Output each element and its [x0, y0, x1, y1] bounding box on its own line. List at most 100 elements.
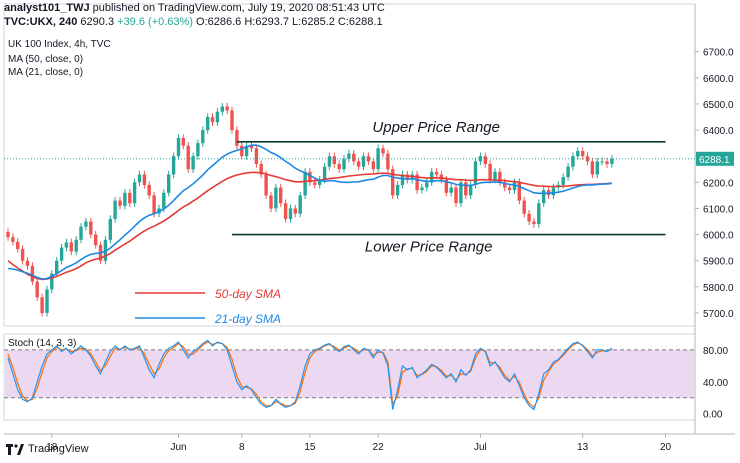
ohlc-values: O:6286.6 H:6293.7 L:6285.2 C:6288.1	[196, 16, 383, 28]
y-tick-label: 6600.0	[703, 74, 734, 85]
legend-sma50-label: 50-day SMA	[215, 287, 281, 301]
x-tick-label: 22	[373, 442, 385, 453]
candle-body	[181, 137, 185, 146]
ma50-legend-text: MA (50, close, 0)	[8, 54, 83, 65]
candle-body	[337, 164, 341, 170]
tradingview-text: TradingView	[28, 443, 89, 455]
candle-body	[415, 174, 419, 191]
candle-body	[55, 260, 59, 274]
stoch-tick-label: 80.00	[703, 346, 728, 357]
candle-body	[137, 174, 142, 183]
candle-body	[201, 130, 205, 144]
candle-body	[84, 221, 88, 227]
candle-body	[600, 161, 604, 163]
legend-sma21-label: 21-day SMA	[214, 312, 281, 326]
candle-body	[206, 117, 210, 131]
candle-body	[454, 187, 458, 204]
candle-body	[25, 260, 30, 266]
upper-range-label: Upper Price Range	[372, 119, 500, 136]
candle-body	[64, 242, 69, 248]
candle-body	[89, 221, 93, 235]
last-price: 6290.3	[80, 16, 115, 28]
author-name[interactable]: analyst101_TWJ	[4, 2, 90, 14]
candle-body	[152, 195, 156, 214]
candle-body	[225, 106, 229, 111]
candle-body	[293, 208, 297, 214]
candle-body	[356, 161, 361, 167]
candle-body	[537, 203, 541, 225]
candle-body	[590, 161, 595, 175]
candle-body	[332, 156, 336, 164]
candle-body	[254, 148, 259, 164]
candle-body	[439, 174, 444, 180]
sma-21-line	[7, 144, 612, 280]
candle-body	[503, 182, 507, 188]
candle-body	[74, 239, 78, 252]
tradingview-brand[interactable]: TradingView	[6, 443, 89, 455]
candle-body	[576, 151, 580, 157]
stoch-tick-label: 40.00	[703, 378, 728, 389]
x-tick-label: 13	[577, 442, 589, 453]
candle-body	[327, 156, 332, 167]
candle-body	[103, 239, 108, 261]
candle-body	[50, 273, 54, 290]
price-title: UK 100 Index, 4h, TVC	[8, 39, 111, 50]
candle-body	[507, 187, 512, 191]
candle-body	[132, 182, 137, 204]
last-price-label: 6288.1	[699, 155, 730, 166]
candle-body	[517, 182, 521, 201]
candle-body	[542, 190, 546, 204]
candle-body	[186, 145, 190, 170]
candle-body	[308, 171, 312, 183]
candle-body	[269, 195, 273, 209]
stoch-band	[5, 349, 694, 398]
candle-body	[313, 182, 317, 185]
publish-info: analyst101_TWJ published on TradingView.…	[4, 2, 385, 14]
candle-body	[128, 192, 132, 204]
candle-body	[561, 177, 565, 185]
candle-body	[488, 164, 492, 180]
candle-body	[386, 153, 390, 170]
candle-body	[162, 192, 166, 209]
y-tick-label: 5800.0	[703, 283, 734, 294]
candle-body	[551, 187, 556, 196]
candle-body	[20, 248, 25, 261]
x-tick-label: 15	[304, 442, 316, 453]
candle-body	[473, 161, 478, 185]
candle-body	[434, 171, 439, 175]
stoch-k-line	[7, 339, 613, 411]
y-tick-label: 6400.0	[703, 126, 734, 137]
candle-body	[210, 117, 215, 123]
candle-body	[191, 156, 195, 170]
stoch-title: Stoch (14, 3, 3)	[8, 338, 76, 349]
lower-range-label: Lower Price Range	[365, 239, 493, 256]
candle-body	[69, 242, 73, 252]
candle-body	[478, 156, 483, 162]
candle-body	[35, 281, 39, 298]
candle-body	[483, 156, 487, 164]
candle-body	[527, 213, 531, 222]
last-price-badge	[696, 151, 734, 166]
stoch-tick-label: 0.00	[703, 410, 723, 421]
candle-body	[16, 241, 20, 249]
y-tick-label: 6200.0	[703, 178, 734, 189]
candle-body	[595, 161, 599, 175]
candle-body	[512, 182, 517, 191]
y-tick-label: 6000.0	[703, 231, 734, 242]
candle-body	[571, 156, 575, 167]
candle-body	[298, 195, 302, 214]
candle-body	[40, 297, 44, 313]
price-pane	[3, 3, 696, 327]
candle-body	[283, 203, 288, 219]
candle-body	[581, 151, 585, 157]
candle-body	[11, 237, 15, 242]
candle-body	[167, 174, 171, 193]
candle-body	[176, 137, 181, 157]
candle-body	[532, 221, 536, 225]
candle-body	[347, 153, 351, 159]
candle-body	[279, 187, 283, 204]
candle-body	[376, 148, 380, 170]
candle-body	[522, 200, 526, 214]
x-tick-label: 8	[239, 442, 245, 453]
